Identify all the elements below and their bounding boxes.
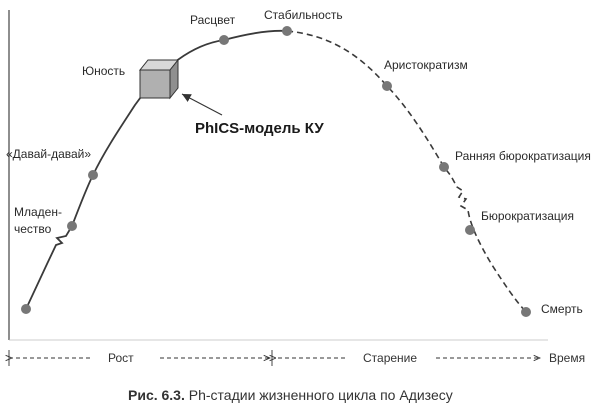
model-pointer-arrow: [181, 93, 223, 116]
label-stable: Стабильность: [264, 8, 343, 22]
dot-bureaucracy: [465, 225, 475, 235]
label-adolescence: Юность: [82, 64, 125, 78]
axis-aging-label: Старение: [363, 351, 417, 365]
dot-prime: [219, 35, 229, 45]
label-death: Смерть: [541, 302, 583, 316]
dot-stable: [282, 26, 292, 36]
model-label: PhICS-модель КУ: [195, 120, 324, 137]
dot-early-bureaucracy: [439, 162, 449, 172]
dot-aristocracy: [382, 81, 392, 91]
axis-growth-label: Рост: [108, 351, 134, 365]
label-infancy: Младен-: [14, 205, 62, 219]
label-prime: Расцвет: [190, 13, 236, 27]
caption-number: Рис. 6.3.: [128, 387, 185, 403]
axis-time-label: Время: [549, 351, 585, 365]
aging-curve: [286, 30, 527, 313]
label-bureaucracy: Бюрократизация: [481, 209, 574, 223]
dot-go-go: [88, 170, 98, 180]
cube-icon: [138, 58, 180, 100]
growth-curve: [25, 29, 288, 310]
dot-infancy-start: [21, 304, 31, 314]
caption-text: Ph-стадии жизненного цикла по Адизесу: [185, 387, 453, 403]
figure-caption: Рис. 6.3. Ph-стадии жизненного цикла по …: [128, 387, 453, 403]
label-infancy-line2: чество: [14, 222, 52, 236]
label-aristocracy: Аристократизм: [384, 58, 468, 72]
label-early-bureaucracy: Ранняя бюрократизация: [455, 149, 591, 163]
dot-infancy: [67, 221, 77, 231]
label-go-go: «Давай-давай»: [6, 147, 91, 161]
dot-death: [521, 307, 531, 317]
